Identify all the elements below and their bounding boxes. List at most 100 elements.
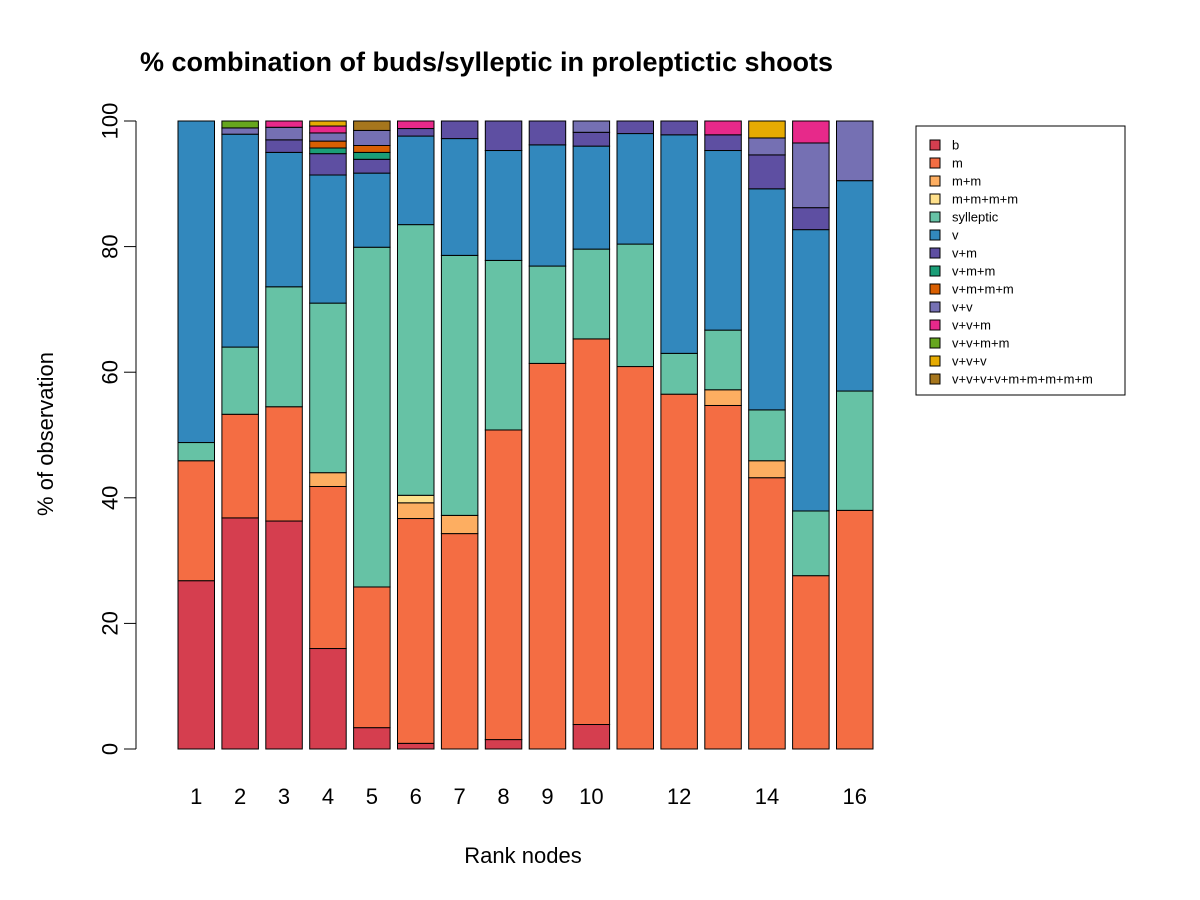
legend-label: sylleptic [952, 210, 999, 225]
chart-title: % combination of buds/sylleptic in prole… [140, 47, 833, 77]
legend-swatch [929, 211, 941, 223]
bar-segment [309, 302, 347, 474]
bar-segment [484, 739, 523, 750]
bar-segment [177, 460, 215, 582]
y-tick-label: 40 [98, 486, 123, 510]
legend-swatch [929, 193, 941, 205]
bar-segment [572, 131, 611, 147]
bar-segment [309, 140, 347, 149]
y-axis: 0 20 40 60 80 100 [98, 103, 137, 755]
x-tick-label: 12 [667, 784, 691, 809]
bar-segment [397, 494, 435, 504]
bar-segment [309, 132, 347, 142]
bar-segment [177, 442, 215, 462]
bar-segment [572, 145, 611, 250]
bar-segment [221, 517, 259, 750]
bar-segment [221, 346, 259, 415]
x-tick-label: 4 [322, 784, 334, 809]
bar-segment [704, 134, 742, 152]
bar-segment [265, 520, 303, 750]
bar-segment [353, 727, 391, 750]
bar-segment [309, 648, 347, 750]
bar-segment [836, 509, 874, 750]
bar-segment [528, 144, 567, 267]
bar-segment [748, 409, 786, 462]
bar-segment [265, 406, 303, 522]
bar-segment [528, 362, 567, 750]
bar-segment [309, 153, 347, 176]
y-tick-label: 100 [98, 103, 123, 140]
bar-segment [484, 429, 523, 741]
bar-segment [660, 134, 698, 354]
bar-segment [660, 352, 698, 395]
bar-segment [792, 207, 830, 231]
bar-segment [265, 139, 303, 153]
legend-swatch [929, 319, 941, 331]
bar-segment [397, 128, 435, 137]
legend-label: v+v [952, 300, 973, 315]
bar-segment [177, 120, 215, 444]
bar-segment [572, 724, 611, 750]
legend: bm m+m m+m+m+m sylleptic v v+m v+m+m v+m+m+m v+v… [915, 125, 1126, 396]
bar-segment [748, 477, 786, 750]
bar-segment [748, 154, 786, 190]
legend-label: v+v+v+v+m+m+m+m+m [952, 372, 1093, 387]
bar-segment [748, 188, 786, 411]
legend-label: m+m+m+m [952, 192, 1018, 207]
bar-segment [836, 390, 874, 511]
bar-segment [309, 147, 347, 155]
bar-segment [704, 329, 742, 391]
legend-label: m+m [952, 174, 981, 189]
bar-segment [265, 151, 303, 288]
bar-segment [265, 120, 303, 128]
bar-segment [748, 460, 786, 479]
bar-segment [309, 120, 347, 127]
bar-segment [484, 259, 523, 431]
bar-segment [221, 413, 259, 519]
x-tick-label: 8 [497, 784, 509, 809]
x-tick-label: 5 [366, 784, 378, 809]
bar-segment [397, 742, 435, 750]
bar-segment [616, 366, 654, 750]
legend-label: v+v+v [952, 354, 987, 369]
legend-swatch [929, 283, 941, 295]
bar-segment [221, 120, 259, 129]
legend-swatch [929, 139, 941, 151]
legend-swatch [929, 355, 941, 367]
bar-segment [572, 248, 611, 340]
bar-segment [353, 120, 391, 131]
legend-label: v+v+m+m [952, 336, 1009, 351]
bar-segment [616, 120, 654, 135]
bar-segment [748, 137, 786, 156]
bar-segment [440, 254, 479, 516]
x-tick-label: 1 [190, 784, 202, 809]
legend-swatch [929, 247, 941, 259]
bar-segment [704, 120, 742, 136]
bar-segment [440, 514, 479, 535]
bar-segment [484, 120, 523, 152]
bar-segment [397, 502, 435, 520]
y-tick-label: 80 [98, 234, 123, 258]
bar-segment [397, 518, 435, 744]
x-tick-label: 16 [843, 784, 867, 809]
bar-segment [309, 174, 347, 304]
bar-segment [177, 580, 215, 750]
legend-label: b [952, 138, 959, 153]
bar-segment [528, 120, 567, 146]
legend-swatch [929, 373, 941, 385]
bars-group [177, 120, 874, 750]
x-axis: 1 2 3 4 5 6 7 8 9 10 12 14 16 [190, 784, 867, 809]
bar-segment [572, 338, 611, 726]
bar-segment [704, 404, 742, 750]
bar-segment [836, 120, 874, 182]
legend-swatch [929, 265, 941, 277]
bar-segment [792, 575, 830, 750]
bar-segment [353, 586, 391, 729]
bar-segment [528, 265, 567, 364]
x-tick-label: 3 [278, 784, 290, 809]
bar-segment [221, 133, 259, 348]
y-axis-label: % of observation [33, 352, 58, 516]
bar-segment [792, 229, 830, 512]
bar-segment [309, 472, 347, 487]
bar-segment [309, 125, 347, 134]
